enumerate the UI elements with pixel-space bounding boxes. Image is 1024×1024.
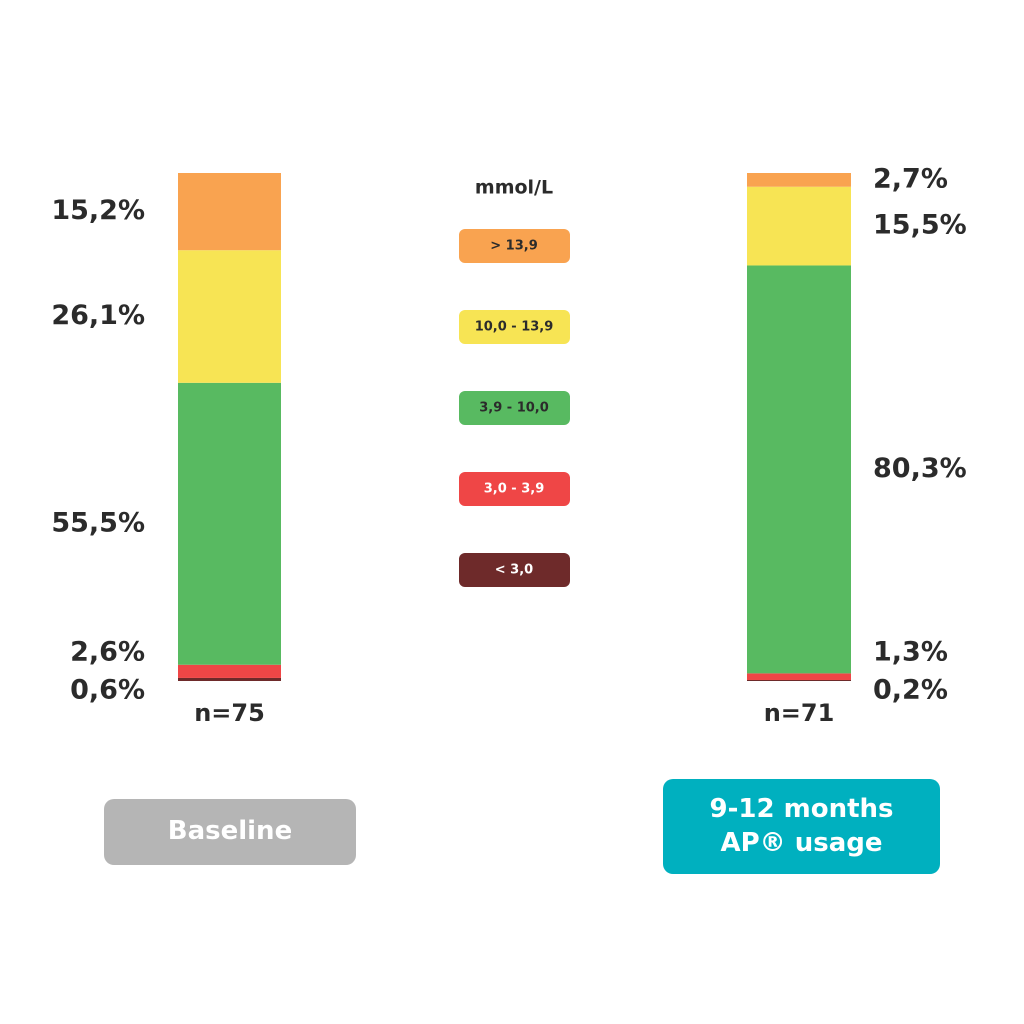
category-label: Baseline <box>104 799 356 865</box>
bar-segment <box>747 265 851 674</box>
bar-segment <box>747 186 851 266</box>
bar-segment <box>747 173 851 187</box>
bar-segment <box>747 679 851 681</box>
legend-swatch <box>459 310 570 344</box>
value-label: 2,6% <box>70 637 145 668</box>
legend-label: > 13,9 <box>490 239 538 254</box>
value-label: 0,6% <box>70 675 145 706</box>
bar-segment <box>747 673 851 680</box>
legend-label: < 3,0 <box>495 563 533 578</box>
value-label: 55,5% <box>51 507 145 538</box>
legend-swatch <box>459 553 570 587</box>
sample-size: n=75 <box>194 699 265 727</box>
legend-title: mmol/L <box>475 177 553 199</box>
bar-segment <box>178 250 281 383</box>
value-label: 2,7% <box>873 163 948 194</box>
value-label: 15,2% <box>51 195 145 226</box>
value-label: 0,2% <box>873 675 948 706</box>
bar-segment <box>178 382 281 665</box>
value-label: 80,3% <box>873 453 967 484</box>
legend-swatch <box>459 229 570 263</box>
legend-label: 3,0 - 3,9 <box>484 482 545 497</box>
legend-swatch <box>459 391 570 425</box>
bar-segment <box>178 677 281 681</box>
legend-label: 3,9 - 10,0 <box>479 401 549 416</box>
value-label: 26,1% <box>51 300 145 331</box>
legend-label: 10,0 - 13,9 <box>475 320 554 335</box>
category-label: 9-12 months AP® usage <box>663 779 940 874</box>
bar-segment <box>178 664 281 678</box>
bar-segment <box>178 173 281 251</box>
value-label: 1,3% <box>873 637 948 668</box>
legend-swatch <box>459 472 570 506</box>
value-label: 15,5% <box>873 210 967 241</box>
sample-size: n=71 <box>764 699 835 727</box>
